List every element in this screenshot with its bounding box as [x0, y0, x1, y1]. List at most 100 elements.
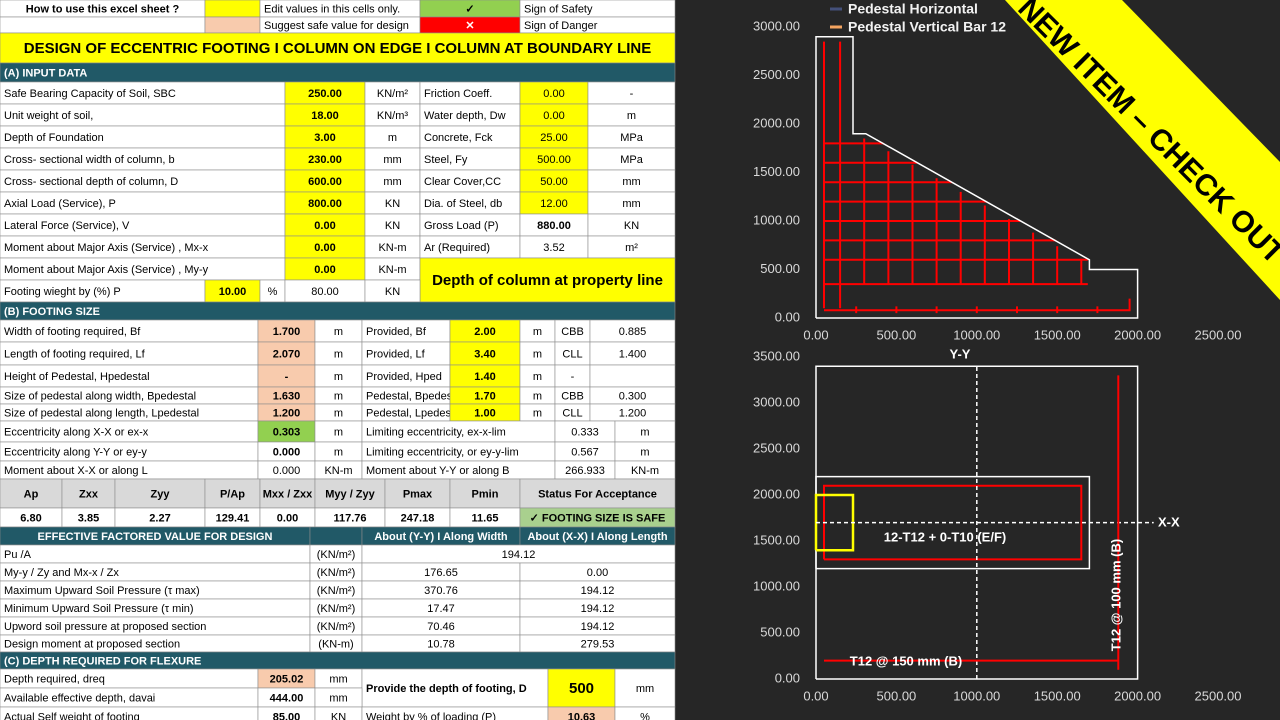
x-tick-label: 2000.00 [1114, 327, 1161, 342]
cell [61, 478, 116, 509]
cell-text: 800.00 [308, 198, 342, 210]
cell-text: Axial Load (Service), P [4, 198, 116, 210]
cell-text: Pu /A [4, 549, 32, 561]
cell-text: 0.00 [587, 567, 608, 579]
cell-text: 3.40 [474, 348, 495, 360]
cell-text: Safe Bearing Capacity of Soil, SBC [4, 88, 176, 100]
cell [519, 478, 676, 509]
cell-text: Cross- sectional depth of column, D [4, 176, 178, 188]
series-line [824, 298, 1131, 314]
cell [419, 257, 676, 303]
cell-text: mm [383, 176, 401, 188]
cell-text: 6.80 [20, 512, 41, 524]
cell-text: 1.00 [474, 407, 495, 419]
cell-text: m [334, 407, 343, 419]
cell-text: Provided, Hped [366, 371, 442, 383]
cell-text: Eccentricity along Y-Y or ey-y [4, 446, 147, 458]
cell-text: MPa [620, 154, 644, 166]
cell-text: 1.200 [619, 407, 647, 419]
cell-text: Provided, Bf [366, 326, 427, 338]
cell-text: 250.00 [308, 88, 342, 100]
cell-text: 176.65 [424, 567, 458, 579]
cell-text: m [533, 407, 542, 419]
cell-text: 1.700 [273, 326, 301, 338]
cell-text: Pedestal, Lpedestal [366, 407, 463, 419]
cell-text: ✕ [465, 20, 474, 32]
series-line [816, 366, 1154, 679]
cell [614, 706, 676, 720]
cell-text: Myy / Zyy [325, 488, 375, 500]
cell-text: mm [329, 673, 347, 685]
y-tick-label: 2000.00 [753, 115, 800, 130]
cell-text: (KN/m²) [317, 585, 356, 597]
cell-text: 1.200 [273, 407, 301, 419]
cell-text: Suggest safe value for design [264, 20, 409, 32]
cell-text: 0.00 [277, 512, 298, 524]
legend-label: Pedestal Vertical Bar 12 [848, 19, 1006, 35]
cell-text: 0.333 [571, 426, 599, 438]
cell-text: 500.00 [537, 154, 571, 166]
cell-text: Pedestal, Bpedestal [366, 390, 464, 402]
cell-text: 1.70 [474, 390, 495, 402]
cell-text: mm [622, 198, 640, 210]
cell-text: 0.00 [543, 110, 564, 122]
cell-text: 1.630 [273, 390, 301, 402]
cell-text: MPa [620, 132, 644, 144]
cell-text: m² [625, 242, 638, 254]
x-tick-label: 1000.00 [953, 688, 1000, 703]
cell-text: 10.00 [219, 286, 247, 298]
cell-text: Available effective depth, davai [4, 692, 155, 704]
cell-text: % [268, 286, 278, 298]
cell-text: 12.00 [540, 198, 568, 210]
x-tick-label: 500.00 [877, 327, 917, 342]
cell-text: % [640, 711, 650, 720]
cell-text: - [571, 371, 575, 383]
cell-text: 80.00 [311, 286, 339, 298]
cell-text: KN/m³ [377, 110, 409, 122]
y-tick-label: 2500.00 [753, 67, 800, 82]
cell-text: 11.65 [472, 512, 499, 524]
cell-text: Moment about Y-Y or along B [366, 465, 510, 477]
cell-text: Pmin [472, 488, 499, 500]
cell-text: Moment about Major Axis (Service) , My-y [4, 264, 209, 276]
y-tick-label: 3000.00 [753, 394, 800, 409]
cell-text: 0.00 [314, 220, 335, 232]
cell-text: About (Y-Y) I Along Width [374, 531, 508, 543]
cell-text: Depth of Foundation [4, 132, 104, 144]
cell-text: m [334, 390, 343, 402]
cell-text: How to use this excel sheet ? [26, 3, 180, 15]
cell-text: Cross- sectional width of column, b [4, 154, 175, 166]
cell-text: Lateral Force (Service), V [4, 220, 130, 232]
cell-text: m [640, 426, 649, 438]
cell-text: Depth of column at property line [432, 272, 663, 289]
cell-text: Minimum Upward Soil Pressure (τ min) [4, 603, 194, 615]
cell-text: (B) FOOTING SIZE [4, 306, 100, 318]
cell-text: m [533, 348, 542, 360]
cell-text: Upword soil pressure at proposed section [4, 621, 206, 633]
cell-text: Gross Load (P) [424, 220, 499, 232]
y-tick-label: 1500.00 [753, 164, 800, 179]
cell [114, 478, 206, 509]
cell [314, 478, 386, 509]
cell-text: Steel, Fy [424, 154, 468, 166]
cell-text: KN [385, 198, 400, 210]
cell-text: 0.303 [273, 426, 301, 438]
annotation: T12 @ 100 mm (B) [1108, 539, 1123, 651]
cell-text: 266.933 [565, 465, 605, 477]
cell-text: 3.85 [78, 512, 99, 524]
cell-text: KN-m [378, 264, 406, 276]
cell-text: 1.40 [474, 371, 495, 383]
cell-text: Pmax [403, 488, 433, 500]
cell-text: (KN/m²) [317, 567, 356, 579]
cell-text: (C) DEPTH REQUIRED FOR FLEXURE [4, 655, 201, 667]
cell-text: 0.00 [314, 242, 335, 254]
cell-text: - [285, 371, 289, 383]
cell-text: Provide the depth of footing, D [366, 683, 527, 695]
cell-text: Moment about Major Axis (Service) , Mx-x [4, 242, 209, 254]
cell-text: 85.00 [273, 711, 301, 720]
cell-text: 500 [569, 680, 594, 697]
banner-band [1005, 0, 1280, 300]
cell-text: Status For Acceptance [538, 488, 657, 500]
cell-text: 3.52 [543, 242, 564, 254]
